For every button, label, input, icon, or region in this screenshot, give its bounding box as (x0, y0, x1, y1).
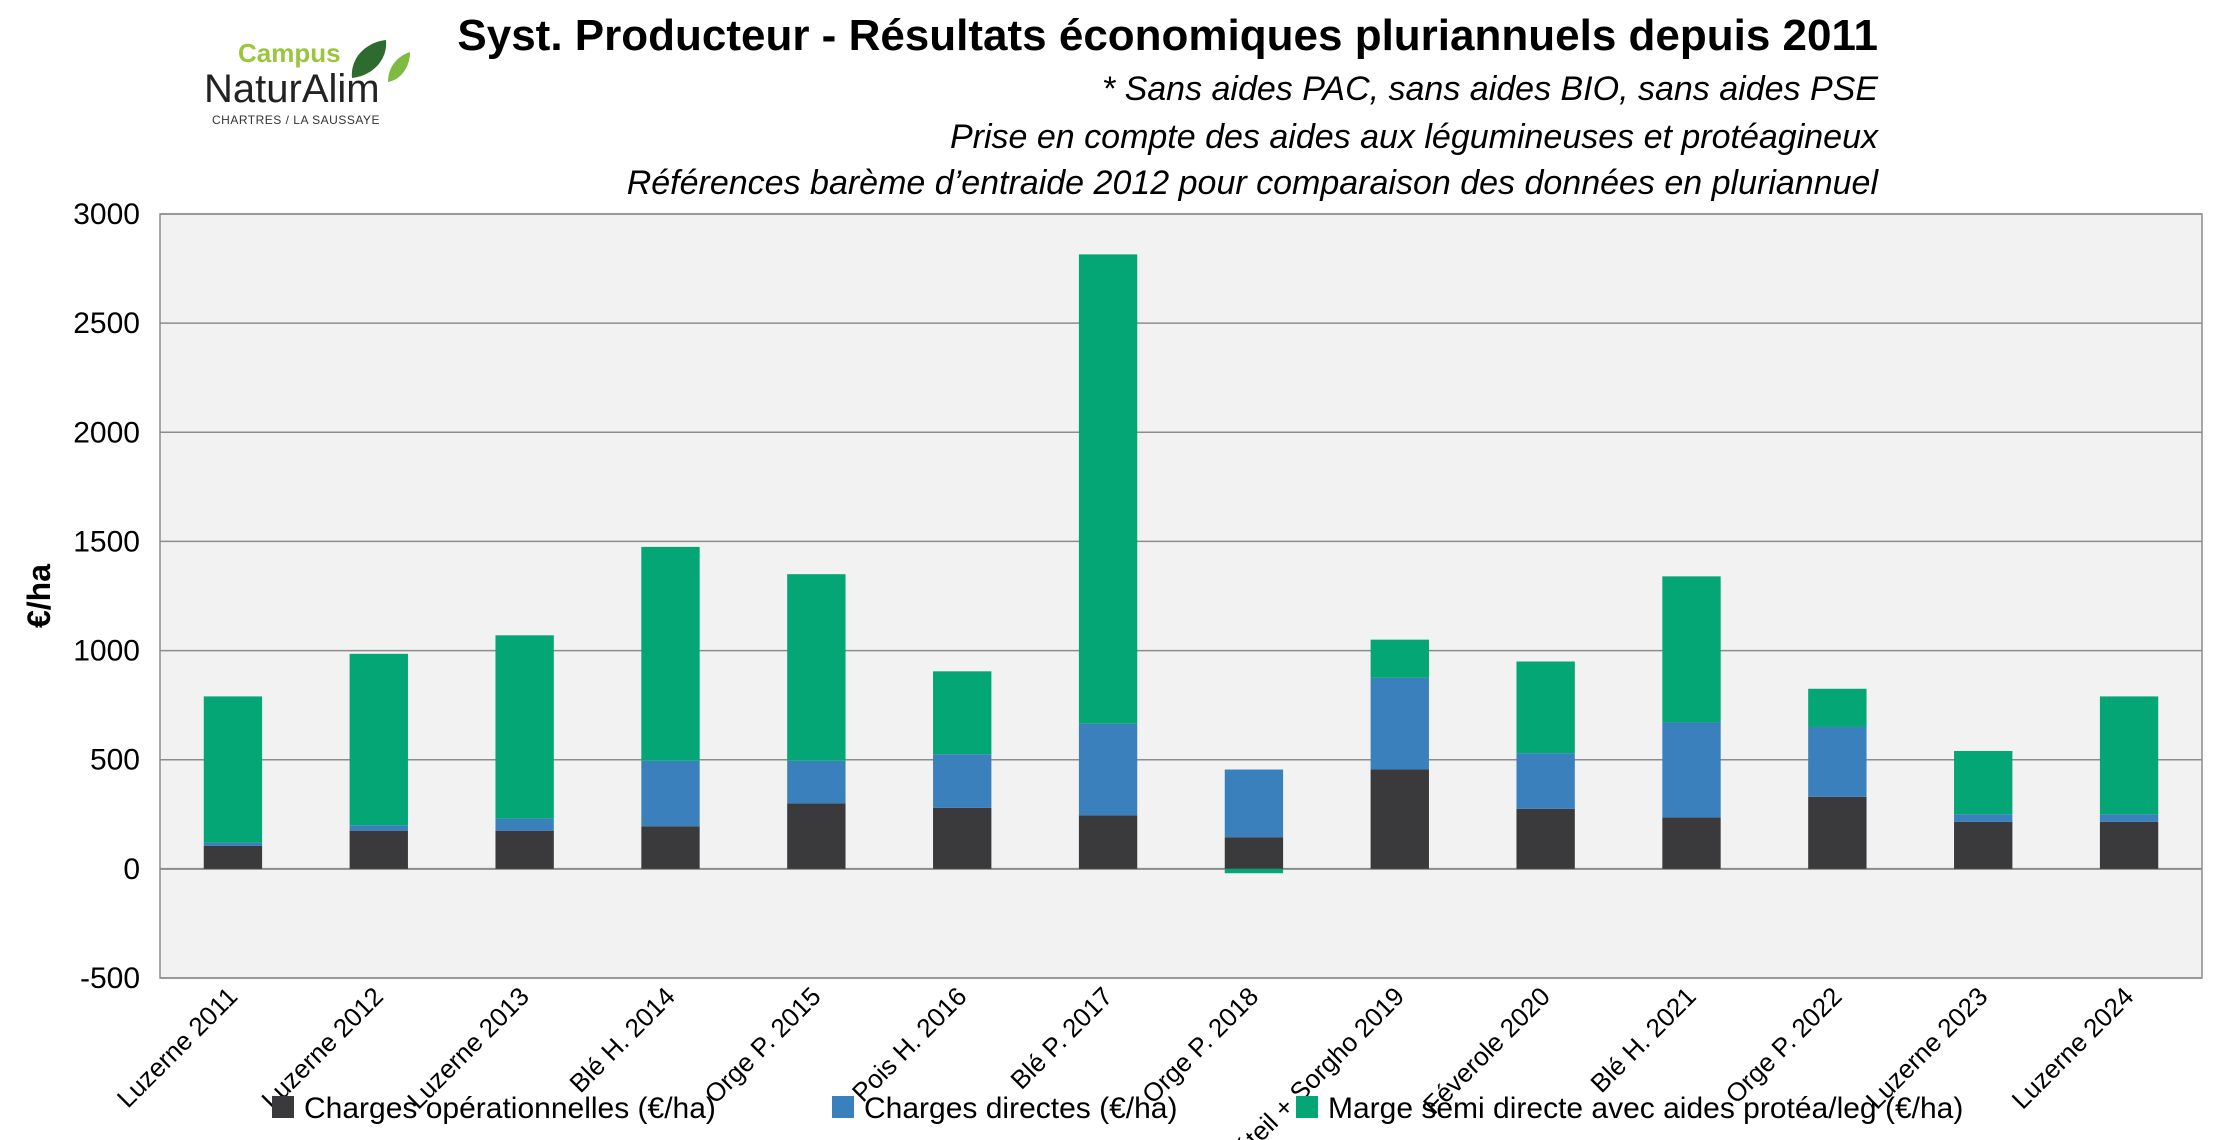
chart-subtitle-1: * Sans aides PAC, sans aides BIO, sans a… (1102, 70, 1878, 108)
bar-marge (1808, 688, 1867, 727)
bar-charges-operationnelles (203, 845, 263, 869)
x-tick-label: Pois H. 2016 (846, 981, 972, 1107)
y-tick-label: 1500 (73, 525, 140, 558)
bar-marge (1662, 576, 1721, 723)
x-tick-label: Orge P. 2015 (698, 981, 826, 1109)
bar-marge (1224, 868, 1284, 874)
logo-naturalim-text: NaturAlim (204, 67, 380, 111)
bar-charges-operationnelles (349, 830, 408, 869)
bar-charges-directes (1662, 722, 1721, 818)
bar-charges-operationnelles (2099, 821, 2159, 869)
logo: Campus NaturAlim CHARTRES / LA SAUSSAYE (204, 38, 410, 127)
y-tick-label: -500 (80, 962, 140, 995)
bar-charges-operationnelles (1808, 796, 1867, 869)
bar-charges-directes (787, 760, 846, 804)
bar-marge (1516, 661, 1575, 754)
bar-marge (495, 635, 554, 819)
y-tick-label: 1000 (73, 635, 140, 668)
bar-marge (349, 653, 408, 826)
bar-charges-directes (349, 825, 408, 831)
legend-label-charges-operationnelles: Charges opérationnelles (€/ha) (304, 1092, 716, 1125)
bar-charges-operationnelles (495, 830, 554, 869)
legend-swatch-charges-directes (832, 1096, 854, 1118)
bar-charges-directes (641, 760, 700, 827)
legend: Charges opérationnelles (€/ha) Charges d… (272, 1092, 1963, 1125)
x-tick-label: Orge P. 2018 (1136, 981, 1264, 1109)
bar-charges-operationnelles (641, 826, 700, 869)
leaf-icon (388, 52, 410, 82)
y-axis-ticks: -500 0 500 1000 1500 2000 2500 3000 (73, 198, 140, 995)
logo-campus-text: Campus (238, 38, 341, 68)
bar-charges-directes (495, 818, 554, 831)
bar-charges-operationnelles (1662, 817, 1721, 869)
bar-charges-directes (933, 754, 992, 808)
y-tick-label: 3000 (73, 198, 140, 231)
bar-charges-directes (1224, 769, 1284, 838)
bars (203, 254, 2159, 874)
bar-charges-operationnelles (933, 807, 992, 869)
chart-title: Syst. Producteur - Résultats économiques… (457, 11, 1878, 60)
legend-swatch-marge (1296, 1096, 1318, 1118)
x-tick-label: Luzerne 2011 (111, 981, 243, 1113)
bar-charges-operationnelles (1954, 821, 2013, 869)
bar-marge (641, 546, 700, 761)
x-tick-label: Blé H. 2021 (1584, 981, 1701, 1098)
y-tick-label: 0 (123, 853, 140, 886)
legend-swatch-charges-operationnelles (272, 1096, 294, 1118)
bar-marge (933, 671, 992, 755)
y-tick-label: 500 (90, 744, 140, 777)
bar-charges-operationnelles (787, 803, 846, 869)
y-tick-label: 2500 (73, 307, 140, 340)
bar-charges-operationnelles (1078, 815, 1138, 869)
chart-subtitle-3: Références barème d’entraide 2012 pour c… (627, 164, 1880, 202)
y-axis-label: €/ha (21, 564, 57, 628)
bar-marge (1954, 750, 2013, 815)
legend-label-marge: Marge semi directe avec aides protéa/leg… (1328, 1092, 1963, 1125)
x-tick-label: Blé P. 2017 (1004, 981, 1118, 1095)
logo-location-text: CHARTRES / LA SAUSSAYE (212, 113, 380, 127)
y-tick-label: 2000 (73, 416, 140, 449)
plot-area (159, 213, 2203, 979)
leaf-icon (351, 40, 387, 78)
legend-label-charges-directes: Charges directes (€/ha) (864, 1092, 1177, 1125)
bar-charges-directes (1078, 723, 1138, 816)
bar-charges-operationnelles (1224, 837, 1284, 869)
bar-charges-directes (2099, 814, 2159, 822)
bar-charges-directes (1370, 677, 1429, 770)
bar-charges-operationnelles (1370, 769, 1429, 869)
bar-charges-operationnelles (1516, 808, 1575, 869)
bar-charges-directes (203, 842, 263, 846)
x-tick-label: Luzerne 2024 (2006, 981, 2140, 1115)
chart-subtitle-2: Prise en compte des aides aux légumineus… (950, 118, 1879, 156)
bar-marge (1078, 254, 1138, 724)
bar-marge (203, 696, 263, 843)
bar-marge (2099, 696, 2159, 815)
bar-charges-directes (1808, 726, 1867, 797)
x-tick-label: Orge P. 2022 (1719, 981, 1847, 1109)
bar-charges-directes (1954, 814, 2013, 822)
x-tick-label: Blé H. 2014 (563, 981, 680, 1098)
bar-marge (1370, 639, 1429, 678)
bar-charges-directes (1516, 753, 1575, 809)
bar-marge (787, 574, 846, 761)
